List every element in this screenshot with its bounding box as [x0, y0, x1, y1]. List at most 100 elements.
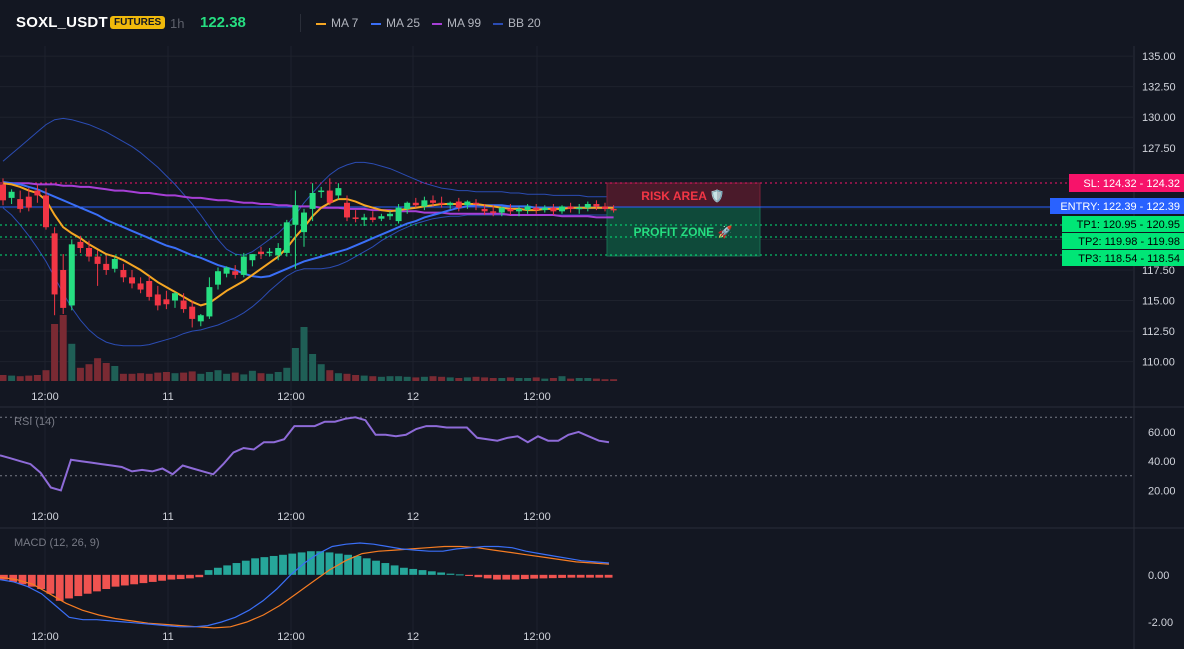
candle-body: [378, 216, 385, 219]
volume-bar: [291, 348, 299, 381]
volume-bar: [25, 375, 33, 381]
legend-ma25[interactable]: MA 25: [371, 16, 420, 30]
macd-histogram-bar: [232, 563, 241, 575]
macd-histogram-bar: [316, 551, 325, 575]
macd-histogram-bar: [409, 568, 418, 575]
volume-bar: [59, 315, 67, 381]
trade-zones: RISK AREA 🛡️ PROFIT ZONE 🚀: [606, 182, 761, 257]
time-tick-label: 12:00: [31, 631, 59, 643]
volume-bar: [42, 370, 50, 381]
macd-histogram-bar: [390, 565, 399, 575]
symbol-title[interactable]: SOXL_USDT: [16, 14, 108, 31]
macd-histogram-bar: [111, 574, 120, 587]
grid: [0, 46, 1184, 649]
macd-histogram-bar: [223, 565, 232, 575]
candle-body: [25, 196, 32, 208]
volume-bar: [128, 373, 136, 381]
volume-bar: [85, 364, 93, 381]
candle-body: [447, 202, 454, 206]
macd-histogram-bar: [102, 574, 111, 589]
candle-body: [387, 213, 393, 217]
macd-histogram-bar: [176, 574, 185, 580]
price-tick-label: 117.50: [1142, 265, 1175, 277]
volume-bar: [420, 376, 428, 381]
candle-body: [326, 190, 333, 203]
ma99-swatch: [432, 22, 442, 25]
candle-body: [455, 201, 462, 208]
macd-histogram-bar: [186, 574, 194, 579]
volume-bar: [515, 378, 523, 381]
macd-histogram-bar: [307, 551, 315, 575]
volume-bar: [463, 377, 471, 381]
macd-histogram-bar: [139, 574, 148, 584]
volume-bar: [360, 375, 368, 381]
candle-body: [335, 188, 342, 196]
macd-histogram-bar: [493, 574, 501, 580]
macd-histogram-bar: [130, 574, 139, 585]
timeframe-label[interactable]: 1h: [170, 16, 185, 31]
legend-ma7-label: MA 7: [331, 16, 359, 30]
volume-bar: [119, 373, 127, 381]
volume-bar: [558, 376, 566, 381]
macd-histogram-bar: [55, 574, 64, 601]
risk-area-label: RISK AREA 🛡️: [641, 189, 724, 203]
macd-histogram-bar: [455, 574, 464, 576]
candle-body: [550, 207, 557, 212]
futures-badge: FUTURES: [110, 16, 166, 29]
sl-tag: [1069, 174, 1184, 192]
volume-bar: [343, 373, 351, 381]
macd-histogram-bar: [204, 570, 213, 575]
price-tick-label: 130.00: [1142, 112, 1176, 124]
macd-histogram-bar: [548, 574, 557, 579]
legend-bb20[interactable]: BB 20: [493, 16, 541, 30]
time-tick-label: 12: [407, 391, 419, 403]
candle-body: [249, 254, 256, 261]
volume-bar: [524, 378, 532, 381]
macd-histogram-bar: [372, 560, 380, 575]
candle-body: [283, 222, 290, 253]
volume-bar: [575, 378, 583, 381]
candle-body: [516, 208, 522, 212]
legend-ma99[interactable]: MA 99: [432, 16, 481, 30]
macd-histogram-bar: [195, 574, 204, 578]
candle-body: [559, 206, 565, 212]
candle-body: [111, 259, 118, 269]
candle-body: [8, 191, 15, 198]
volume-bar: [240, 374, 248, 381]
candle-body: [430, 200, 436, 203]
legend-ma7[interactable]: MA 7: [316, 16, 358, 30]
time-tick-label: 12:00: [523, 511, 551, 523]
volume-bar: [180, 372, 188, 381]
tp3-tag: [1062, 250, 1184, 266]
candle-body: [60, 270, 67, 308]
macd-histogram-bar: [27, 574, 36, 587]
candle-body: [507, 208, 514, 212]
candle-body: [344, 202, 350, 218]
volume-bar: [481, 377, 489, 381]
candle-body: [318, 190, 325, 193]
candle-body: [464, 201, 471, 206]
candle-body: [197, 315, 204, 322]
volume-bar: [16, 376, 24, 381]
candle-body: [129, 277, 135, 284]
volume-bar: [549, 378, 557, 381]
rsi-label: RSI (14): [14, 416, 55, 428]
volume-bar: [412, 377, 420, 381]
macd-panel: MACD (12, 26, 9) 0.00 -2.00: [0, 537, 1173, 629]
macd-histogram-bar: [37, 574, 46, 589]
macd-histogram-bar: [158, 574, 166, 581]
volume-bar: [248, 370, 256, 381]
time-tick-label: 12: [407, 511, 419, 523]
ma25-line: [2, 181, 614, 279]
time-tick-label: 11: [162, 511, 173, 523]
macd-histogram-bar: [520, 574, 529, 580]
candle-body: [584, 204, 591, 208]
candle-body: [68, 244, 75, 306]
macd-histogram-bar: [18, 574, 27, 585]
macd-histogram-bar: [251, 558, 259, 575]
candle-body: [524, 206, 531, 211]
ma7-swatch: [316, 22, 326, 25]
volume-bar: [300, 327, 308, 381]
macd-histogram-bar: [595, 574, 604, 578]
